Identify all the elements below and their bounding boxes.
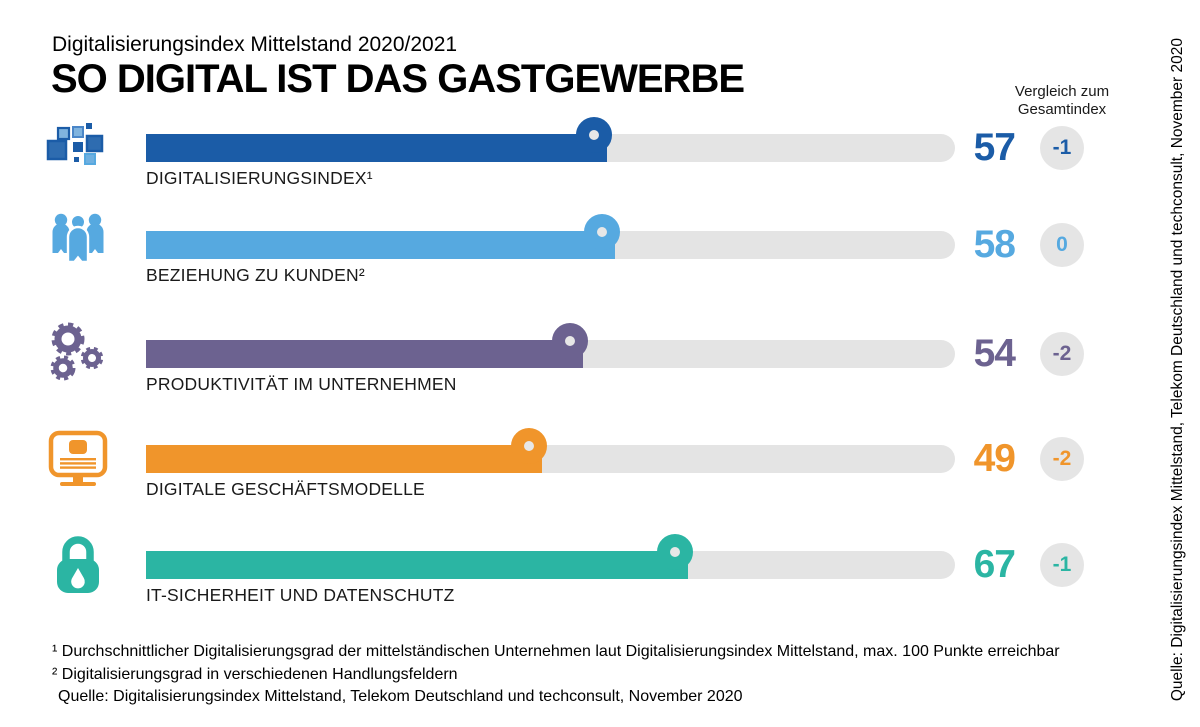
slider-fill: [146, 445, 543, 473]
comparison-header-line1: Vergleich zum: [1014, 83, 1110, 100]
comparison-header-line2: Gesamtindex: [1017, 101, 1107, 118]
chart-row: DIGITALE GESCHÄFTSMODELLE 49 -2: [0, 428, 1200, 518]
footnote-1: ¹ Durchschnittlicher Digitalisierungsgra…: [52, 643, 1060, 660]
monitor-icon: [46, 427, 110, 491]
row-value: 58: [973, 223, 1016, 266]
slider-knob: [657, 534, 694, 570]
padlock-icon: [46, 533, 110, 597]
slider-fill: [146, 231, 616, 259]
row-value: 67: [973, 543, 1016, 586]
slider-fill: [146, 340, 583, 368]
row-value: 49: [973, 437, 1016, 480]
pixel-squares-icon: [46, 116, 110, 180]
comparison-badge: -1: [1040, 543, 1084, 587]
chart-row: IT-SICHERHEIT UND DATENSCHUTZ 67 -1: [0, 534, 1200, 624]
slider-knob: [584, 214, 621, 250]
chart-title: SO DIGITAL IST DAS GASTGEWERBE: [51, 57, 745, 101]
gears-icon: [46, 322, 110, 386]
comparison-badge: -1: [1040, 126, 1084, 170]
row-label: DIGITALISIERUNGSINDEX¹: [146, 168, 373, 188]
comparison-badge: 0: [1040, 223, 1084, 267]
chart-row: BEZIEHUNG ZU KUNDEN² 58 0: [0, 213, 1200, 304]
slider-fill: [146, 134, 608, 162]
vertical-source-area: Quelle: Digitalisierungsindex Mittelstan…: [1166, 30, 1190, 710]
comparison-badge: -2: [1040, 437, 1084, 481]
row-label: DIGITALE GESCHÄFTSMODELLE: [146, 479, 425, 499]
row-label: IT-SICHERHEIT UND DATENSCHUTZ: [146, 585, 455, 605]
chart-overline: Digitalisierungsindex Mittelstand 2020/2…: [52, 33, 458, 56]
slider-fill: [146, 551, 689, 579]
slider-knob: [551, 323, 588, 359]
row-value: 54: [973, 332, 1016, 375]
slider-knob: [511, 428, 548, 464]
row-value: 57: [973, 126, 1016, 169]
chart-row: PRODUKTIVITÄT IM UNTERNEHMEN 54 -2: [0, 322, 1200, 413]
slider-knob: [576, 117, 613, 153]
footnotes: ¹ Durchschnittlicher Digitalisierungsgra…: [52, 641, 1060, 709]
row-label: PRODUKTIVITÄT IM UNTERNEHMEN: [146, 374, 457, 394]
people-group-icon: [46, 213, 110, 277]
comparison-badge: -2: [1040, 332, 1084, 376]
footnote-source: Quelle: Digitalisierungsindex Mittelstan…: [58, 688, 743, 705]
footnote-2: ² Digitalisierungsgrad in verschiedenen …: [52, 665, 458, 683]
chart-row: DIGITALISIERUNGSINDEX¹ 57 -1: [0, 117, 1200, 207]
comparison-column-header: Vergleich zum Gesamtindex: [998, 83, 1126, 119]
vertical-source-text: Quelle: Digitalisierungsindex Mittelstan…: [1169, 38, 1186, 702]
row-label: BEZIEHUNG ZU KUNDEN²: [146, 265, 365, 285]
